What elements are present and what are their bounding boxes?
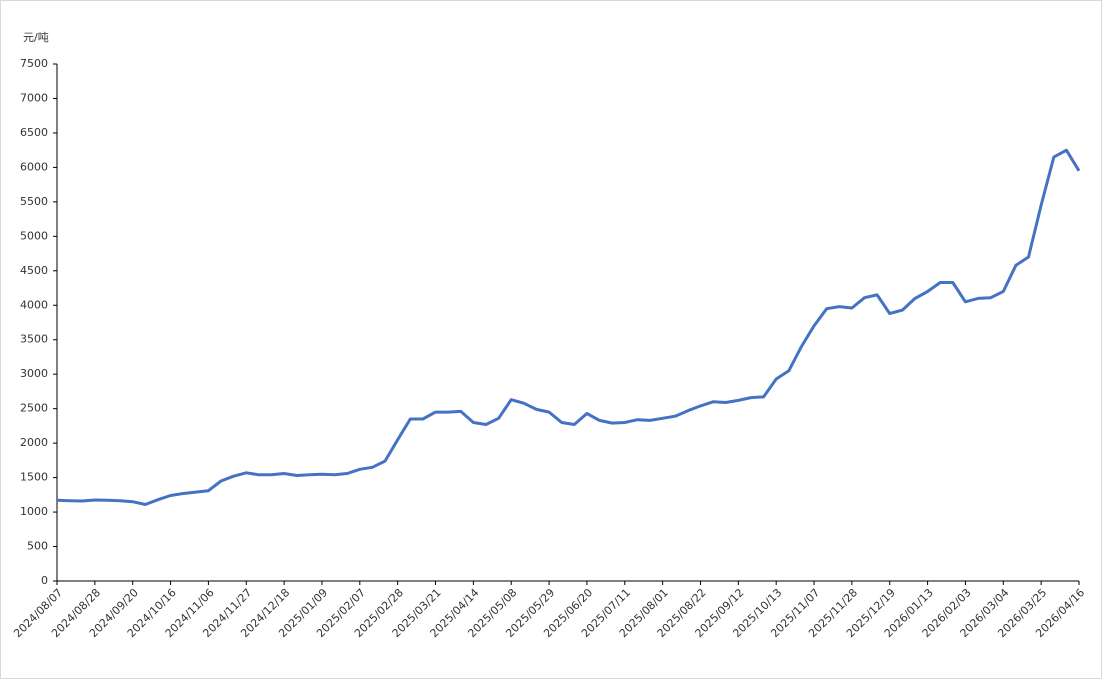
y-tick-label: 3500 <box>20 333 48 346</box>
y-tick-label: 6000 <box>20 160 48 173</box>
line <box>56 148 1081 506</box>
y-tick-label: 3000 <box>20 367 48 380</box>
y-tick-label: 6500 <box>20 126 48 139</box>
y-tick-label: 1500 <box>20 471 48 484</box>
y-tick-label: 7000 <box>20 91 48 104</box>
y-tick-label: 2000 <box>20 436 48 449</box>
y-tick-label: 4500 <box>20 264 48 277</box>
y-tick-label: 0 <box>41 574 48 587</box>
y-axis-label: 元/吨 <box>23 31 49 44</box>
y-tick-label: 500 <box>27 540 48 553</box>
y-tick-label: 5000 <box>20 229 48 242</box>
y-tick-label: 7500 <box>20 57 48 70</box>
y-tick-label: 2500 <box>20 402 48 415</box>
y-tick-label: 5500 <box>20 195 48 208</box>
y-tick-label: 1000 <box>20 505 48 518</box>
y-tick-label: 4000 <box>20 298 48 311</box>
